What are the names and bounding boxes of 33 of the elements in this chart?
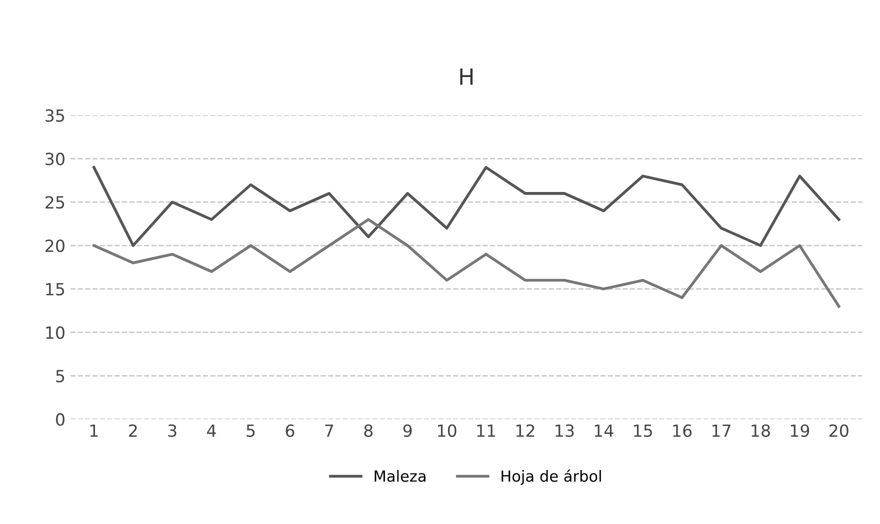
y-tick-label: 20	[46, 239, 64, 252]
y-tick-label: 30	[46, 152, 64, 166]
x-tick-label: 16	[673, 424, 692, 437]
chart-title: H	[460, 68, 473, 85]
x-tick-label: 8	[364, 424, 373, 437]
x-tick-label: 10	[438, 424, 456, 437]
x-tick-label: 13	[556, 424, 574, 437]
x-tick-label: 17	[712, 424, 730, 437]
y-tick-label: 15	[46, 283, 64, 296]
x-tick-label: 4	[207, 424, 216, 437]
x-tick-label: 2	[129, 424, 137, 437]
legend-label: Maleza	[374, 470, 426, 482]
y-tick-label: 0	[56, 413, 64, 426]
y-tick-label: 10	[46, 326, 64, 339]
line-series	[92, 218, 840, 308]
x-tick-label: 7	[325, 424, 334, 437]
x-tick-label: 9	[403, 424, 412, 437]
x-tick-label: 18	[752, 424, 770, 437]
x-tick-label: 14	[594, 424, 614, 437]
y-tick-label: 35	[46, 109, 64, 122]
line-series	[92, 166, 840, 247]
x-tick-label: 1	[90, 424, 98, 437]
x-tick-label: 6	[286, 424, 294, 437]
x-tick-label: 12	[516, 424, 534, 437]
x-tick-label: 3	[168, 424, 176, 437]
x-tick-label: 5	[246, 424, 255, 437]
y-tick-label: 25	[46, 196, 64, 209]
x-tick-label: 20	[829, 424, 848, 437]
x-tick-label: 11	[477, 424, 496, 437]
y-tick-label: 5	[56, 370, 64, 382]
x-tick-label: 19	[790, 424, 810, 437]
legend-label: Hoja de árbol	[502, 469, 601, 485]
x-tick-label: 15	[634, 424, 652, 437]
